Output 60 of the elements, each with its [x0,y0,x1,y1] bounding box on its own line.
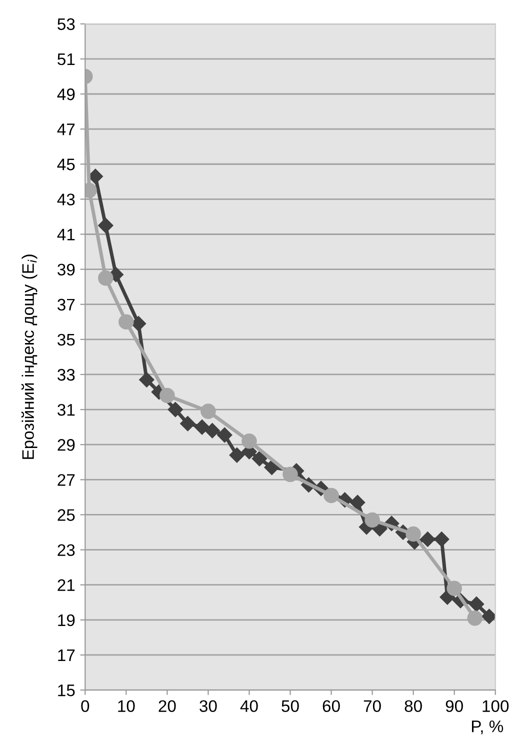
point [204,423,220,438]
point [446,580,462,596]
y-tick-label: 39 [58,264,75,276]
point [406,526,421,542]
y-tick-label: 33 [58,368,75,381]
point [364,512,380,528]
y-tick-label: 45 [57,158,75,170]
point [350,494,366,510]
point [324,488,339,504]
y-tick-label: 51 [58,54,75,66]
point [98,218,114,234]
point [180,416,196,432]
y-tick-label: 35 [58,334,75,346]
point [139,372,154,388]
x-tick-label: 50 [282,700,299,712]
x-tick-label: 20 [158,700,176,712]
point [242,433,257,449]
x-tick-label: 100 [482,700,509,712]
y-tick-label: 31 [58,404,75,416]
y-tick-label: 17 [58,650,75,662]
y-tick-label: 47 [57,124,75,136]
x-tick-label: 80 [404,700,422,712]
x-tick-label: 30 [200,700,217,712]
point [467,610,482,626]
x-tick-label: 40 [240,700,258,712]
x-tick-label: 60 [322,700,340,712]
y-tick-label: 19 [58,614,75,626]
y-tick-label: 25 [58,509,75,521]
point [217,427,232,443]
x-tick-label: 90 [446,700,463,712]
point [482,608,496,624]
y-tick-label: 15 [58,684,75,696]
x-axis-title: P, % [472,720,504,734]
point [264,460,280,475]
y-tick-label: 43 [57,194,75,206]
y-tick-label: 23 [58,544,75,556]
point [434,532,450,547]
point [194,420,210,435]
y-tick-label: 21 [58,579,75,591]
point [130,316,146,332]
point [229,448,244,463]
point [252,451,268,466]
point [160,388,175,404]
point [168,402,183,418]
point [200,404,216,419]
x-tick-label: 0 [81,700,90,712]
y-axis-title: Ерозійний індекс дощу (E$_{i}$) [21,254,38,459]
y-tick-label: 37 [58,298,75,311]
x-tick-label: 10 [118,700,135,712]
y-tick-label: 53 [58,18,75,30]
point [420,532,436,547]
y-tick-label: 29 [58,439,75,451]
y-tick-label: 27 [58,474,75,486]
x-tick-label: 70 [364,700,381,712]
point [98,270,114,286]
y-tick-label: 49 [57,88,75,100]
point [118,314,134,330]
y-tick-label: 41 [57,228,75,240]
point [282,466,298,482]
point [468,596,484,612]
